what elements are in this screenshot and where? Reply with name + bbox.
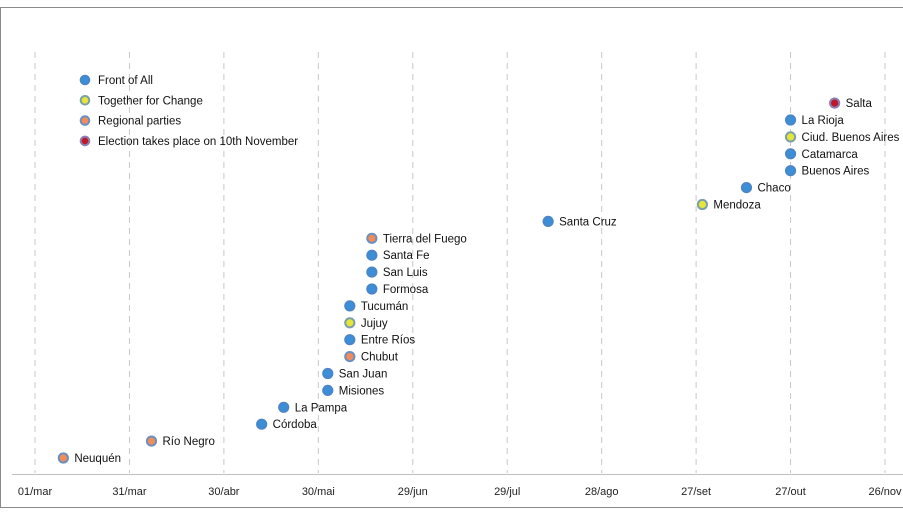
point-label: Misiones bbox=[339, 385, 385, 397]
data-point bbox=[784, 114, 797, 126]
point-label: San Luis bbox=[383, 267, 428, 279]
point-label: La Pampa bbox=[295, 402, 348, 414]
point-label: Ciud. Buenos Aires bbox=[802, 132, 900, 144]
data-point bbox=[344, 351, 356, 363]
legend-entry: Election takes place on 10th November bbox=[98, 136, 298, 148]
data-point bbox=[696, 198, 709, 211]
legend-entry: Together for Change bbox=[98, 95, 203, 107]
data-point bbox=[784, 131, 797, 143]
legend-marker bbox=[79, 115, 91, 126]
data-point bbox=[366, 283, 378, 295]
gridlines bbox=[34, 52, 886, 473]
point-label: Córdoba bbox=[273, 419, 318, 431]
data-point bbox=[829, 97, 841, 109]
data-point bbox=[145, 435, 158, 447]
point-label: Tierra del Fuego bbox=[383, 233, 467, 245]
x-tick-label: 29/jun bbox=[398, 486, 428, 498]
x-tick-label: 30/mai bbox=[302, 486, 335, 498]
point-label: Jujuy bbox=[361, 318, 388, 330]
data-point bbox=[322, 384, 334, 396]
x-tick-label: 28/ago bbox=[585, 486, 619, 498]
point-label: Catamarca bbox=[802, 149, 859, 161]
legend-entry: Front of All bbox=[98, 75, 153, 87]
x-tick-label: 29/jul bbox=[494, 486, 520, 498]
x-tick-label: 31/mar bbox=[112, 486, 147, 498]
data-point bbox=[366, 266, 378, 278]
point-label: La Rioja bbox=[802, 115, 845, 127]
x-tick-label: 30/abr bbox=[208, 486, 240, 498]
data-point bbox=[542, 215, 554, 227]
point-label: Chubut bbox=[361, 352, 399, 364]
data-point bbox=[740, 182, 753, 194]
data-points: Neuquén Río Negro Córdoba La Pampa Misiones S… bbox=[57, 97, 900, 465]
point-label: Santa Cruz bbox=[559, 216, 617, 228]
x-tick-label: 01/mar bbox=[18, 486, 53, 498]
data-point bbox=[322, 367, 334, 380]
point-label: Buenos Aires bbox=[802, 166, 870, 178]
legend-marker bbox=[79, 135, 91, 147]
data-point bbox=[278, 401, 290, 413]
data-point bbox=[366, 249, 378, 261]
data-point bbox=[784, 148, 797, 160]
point-label: Neuquén bbox=[74, 453, 121, 465]
legend-marker bbox=[79, 95, 91, 106]
point-label: Río Negro bbox=[162, 436, 214, 448]
x-tick-label: 26/nov bbox=[868, 486, 902, 498]
point-label: San Juan bbox=[339, 369, 388, 381]
point-label: Santa Fe bbox=[383, 250, 430, 262]
data-point bbox=[366, 232, 378, 244]
point-label: Chaco bbox=[757, 183, 790, 195]
data-point bbox=[256, 418, 268, 430]
legend-entry: Regional parties bbox=[98, 116, 181, 128]
data-point bbox=[344, 300, 356, 312]
point-label: Salta bbox=[846, 98, 873, 110]
legend: Front of All Together for Change Regional … bbox=[79, 74, 298, 148]
x-axis: 01/mar 31/mar 30/abr 30/mai 29/jun 29/jul 28/a… bbox=[18, 486, 902, 498]
chart-area-border bbox=[0, 7, 903, 508]
point-label: Tucumán bbox=[361, 301, 409, 313]
data-point bbox=[784, 165, 797, 177]
legend-marker bbox=[79, 74, 91, 86]
point-label: Entre Ríos bbox=[361, 335, 416, 347]
data-point bbox=[344, 334, 356, 346]
x-tick-label: 27/out bbox=[775, 486, 806, 498]
point-label: Formosa bbox=[383, 284, 429, 296]
point-label: Mendoza bbox=[713, 200, 761, 212]
x-tick-label: 27/set bbox=[681, 486, 711, 498]
data-point bbox=[344, 317, 356, 329]
data-point bbox=[57, 452, 69, 464]
